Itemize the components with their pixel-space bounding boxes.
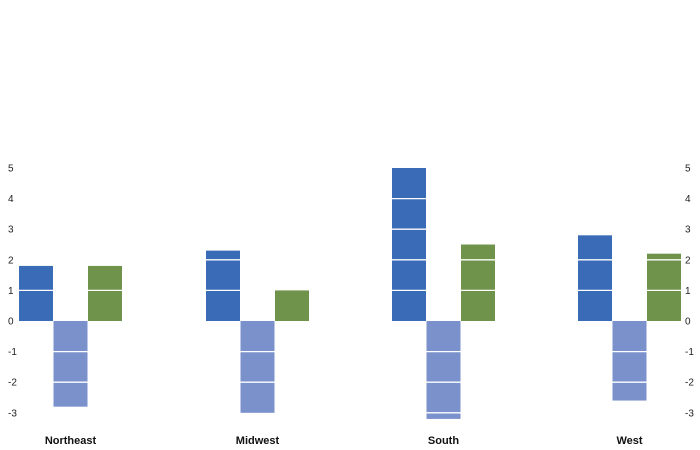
bar-series-1-northeast — [19, 265, 53, 321]
y-tick-label-left: 0 — [8, 317, 14, 328]
y-tick-label-right: 0 — [685, 317, 691, 328]
y-tick-label-right: -1 — [685, 347, 694, 358]
y-tick-label-left: 3 — [8, 225, 14, 236]
bar-series-1-south — [392, 168, 426, 321]
bar-series-2-west — [612, 321, 647, 401]
category-label-midwest: Midwest — [236, 435, 280, 447]
y-tick-label-right: -2 — [685, 378, 694, 389]
bars — [19, 168, 681, 419]
y-tick-label-left: 1 — [8, 286, 14, 297]
y-tick-label-right: -3 — [685, 408, 694, 419]
category-label-northeast: Northeast — [45, 435, 97, 447]
y-tick-label-left: -3 — [8, 408, 17, 419]
y-tick-label-left: -2 — [8, 378, 17, 389]
category-label-south: South — [428, 435, 459, 447]
y-tick-label-right: 1 — [685, 286, 691, 297]
y-axis-left: -3 -2 -1 0 1 2 3 4 5 — [8, 164, 17, 420]
y-tick-label-left: -1 — [8, 347, 17, 358]
y-tick-label-left: 2 — [8, 255, 14, 266]
y-tick-label-right: 2 — [685, 255, 691, 266]
bar-series-3-west — [647, 253, 681, 321]
y-tick-label-right: 3 — [685, 225, 691, 236]
bar-series-3-south — [461, 244, 495, 321]
bar-series-3-midwest — [275, 290, 309, 321]
y-tick-label-right: 4 — [685, 194, 691, 205]
bar-series-3-northeast — [88, 265, 122, 321]
bar-series-2-midwest — [240, 321, 275, 413]
y-tick-label-right: 5 — [685, 164, 691, 175]
bar-series-2-south — [426, 321, 461, 419]
bar-series-2-northeast — [53, 321, 88, 407]
y-tick-label-left: 4 — [8, 194, 14, 205]
x-axis: Northeast Midwest South West — [45, 435, 643, 447]
category-label-west: West — [616, 435, 642, 447]
bar-series-1-midwest — [206, 250, 240, 321]
bar-series-1-west — [578, 235, 612, 321]
y-tick-label-left: 5 — [8, 164, 14, 175]
y-axis-right: -3 -2 -1 0 1 2 3 4 5 — [685, 164, 694, 420]
